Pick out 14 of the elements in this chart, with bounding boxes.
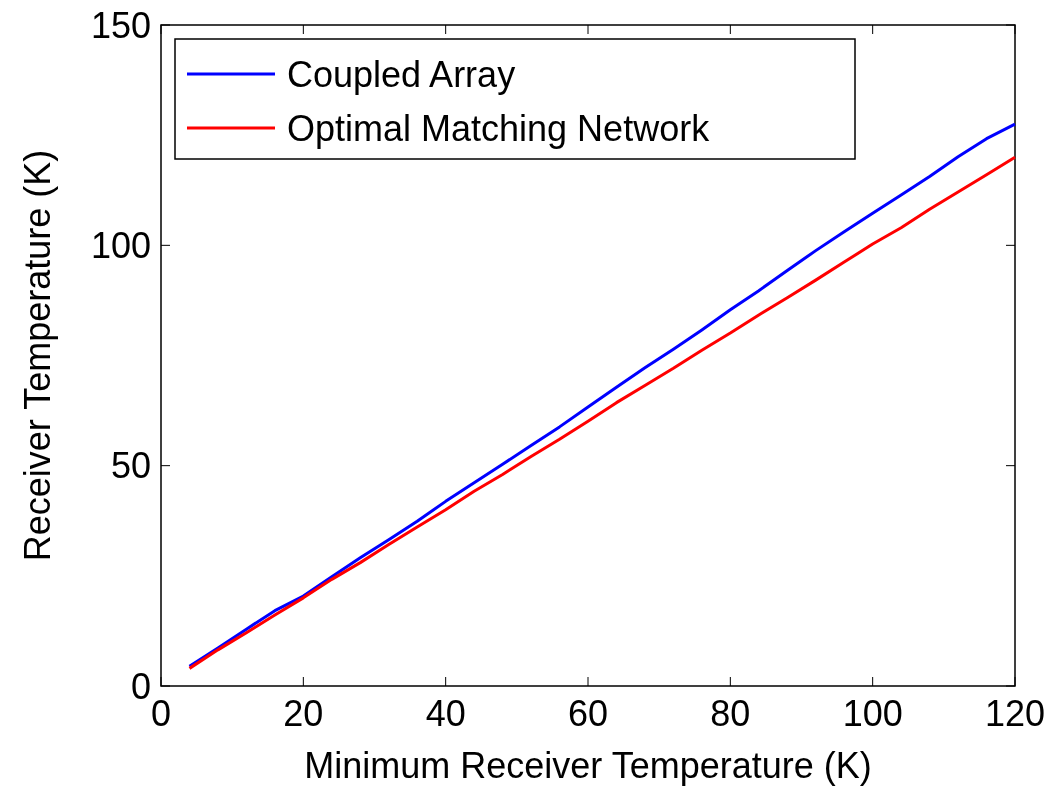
x-tick-label: 120 xyxy=(984,693,1046,734)
x-tick-label: 80 xyxy=(710,693,751,734)
y-axis-title: Receiver Temperature (K) xyxy=(17,149,58,562)
y-tick-label: 50 xyxy=(110,445,151,487)
legend-label: Coupled Array xyxy=(287,53,516,95)
x-tick-label: 40 xyxy=(425,693,466,734)
x-axis-title: Minimum Receiver Temperature (K) xyxy=(304,745,872,786)
y-tick-label: 150 xyxy=(90,4,151,46)
legend-label: Optimal Matching Network xyxy=(287,107,711,149)
y-tick-label: 100 xyxy=(90,224,151,266)
x-tick-label: 20 xyxy=(283,693,324,734)
x-tick-label: 60 xyxy=(567,693,609,734)
x-tick-label: 100 xyxy=(842,693,903,734)
y-tick-label: 0 xyxy=(130,665,151,707)
